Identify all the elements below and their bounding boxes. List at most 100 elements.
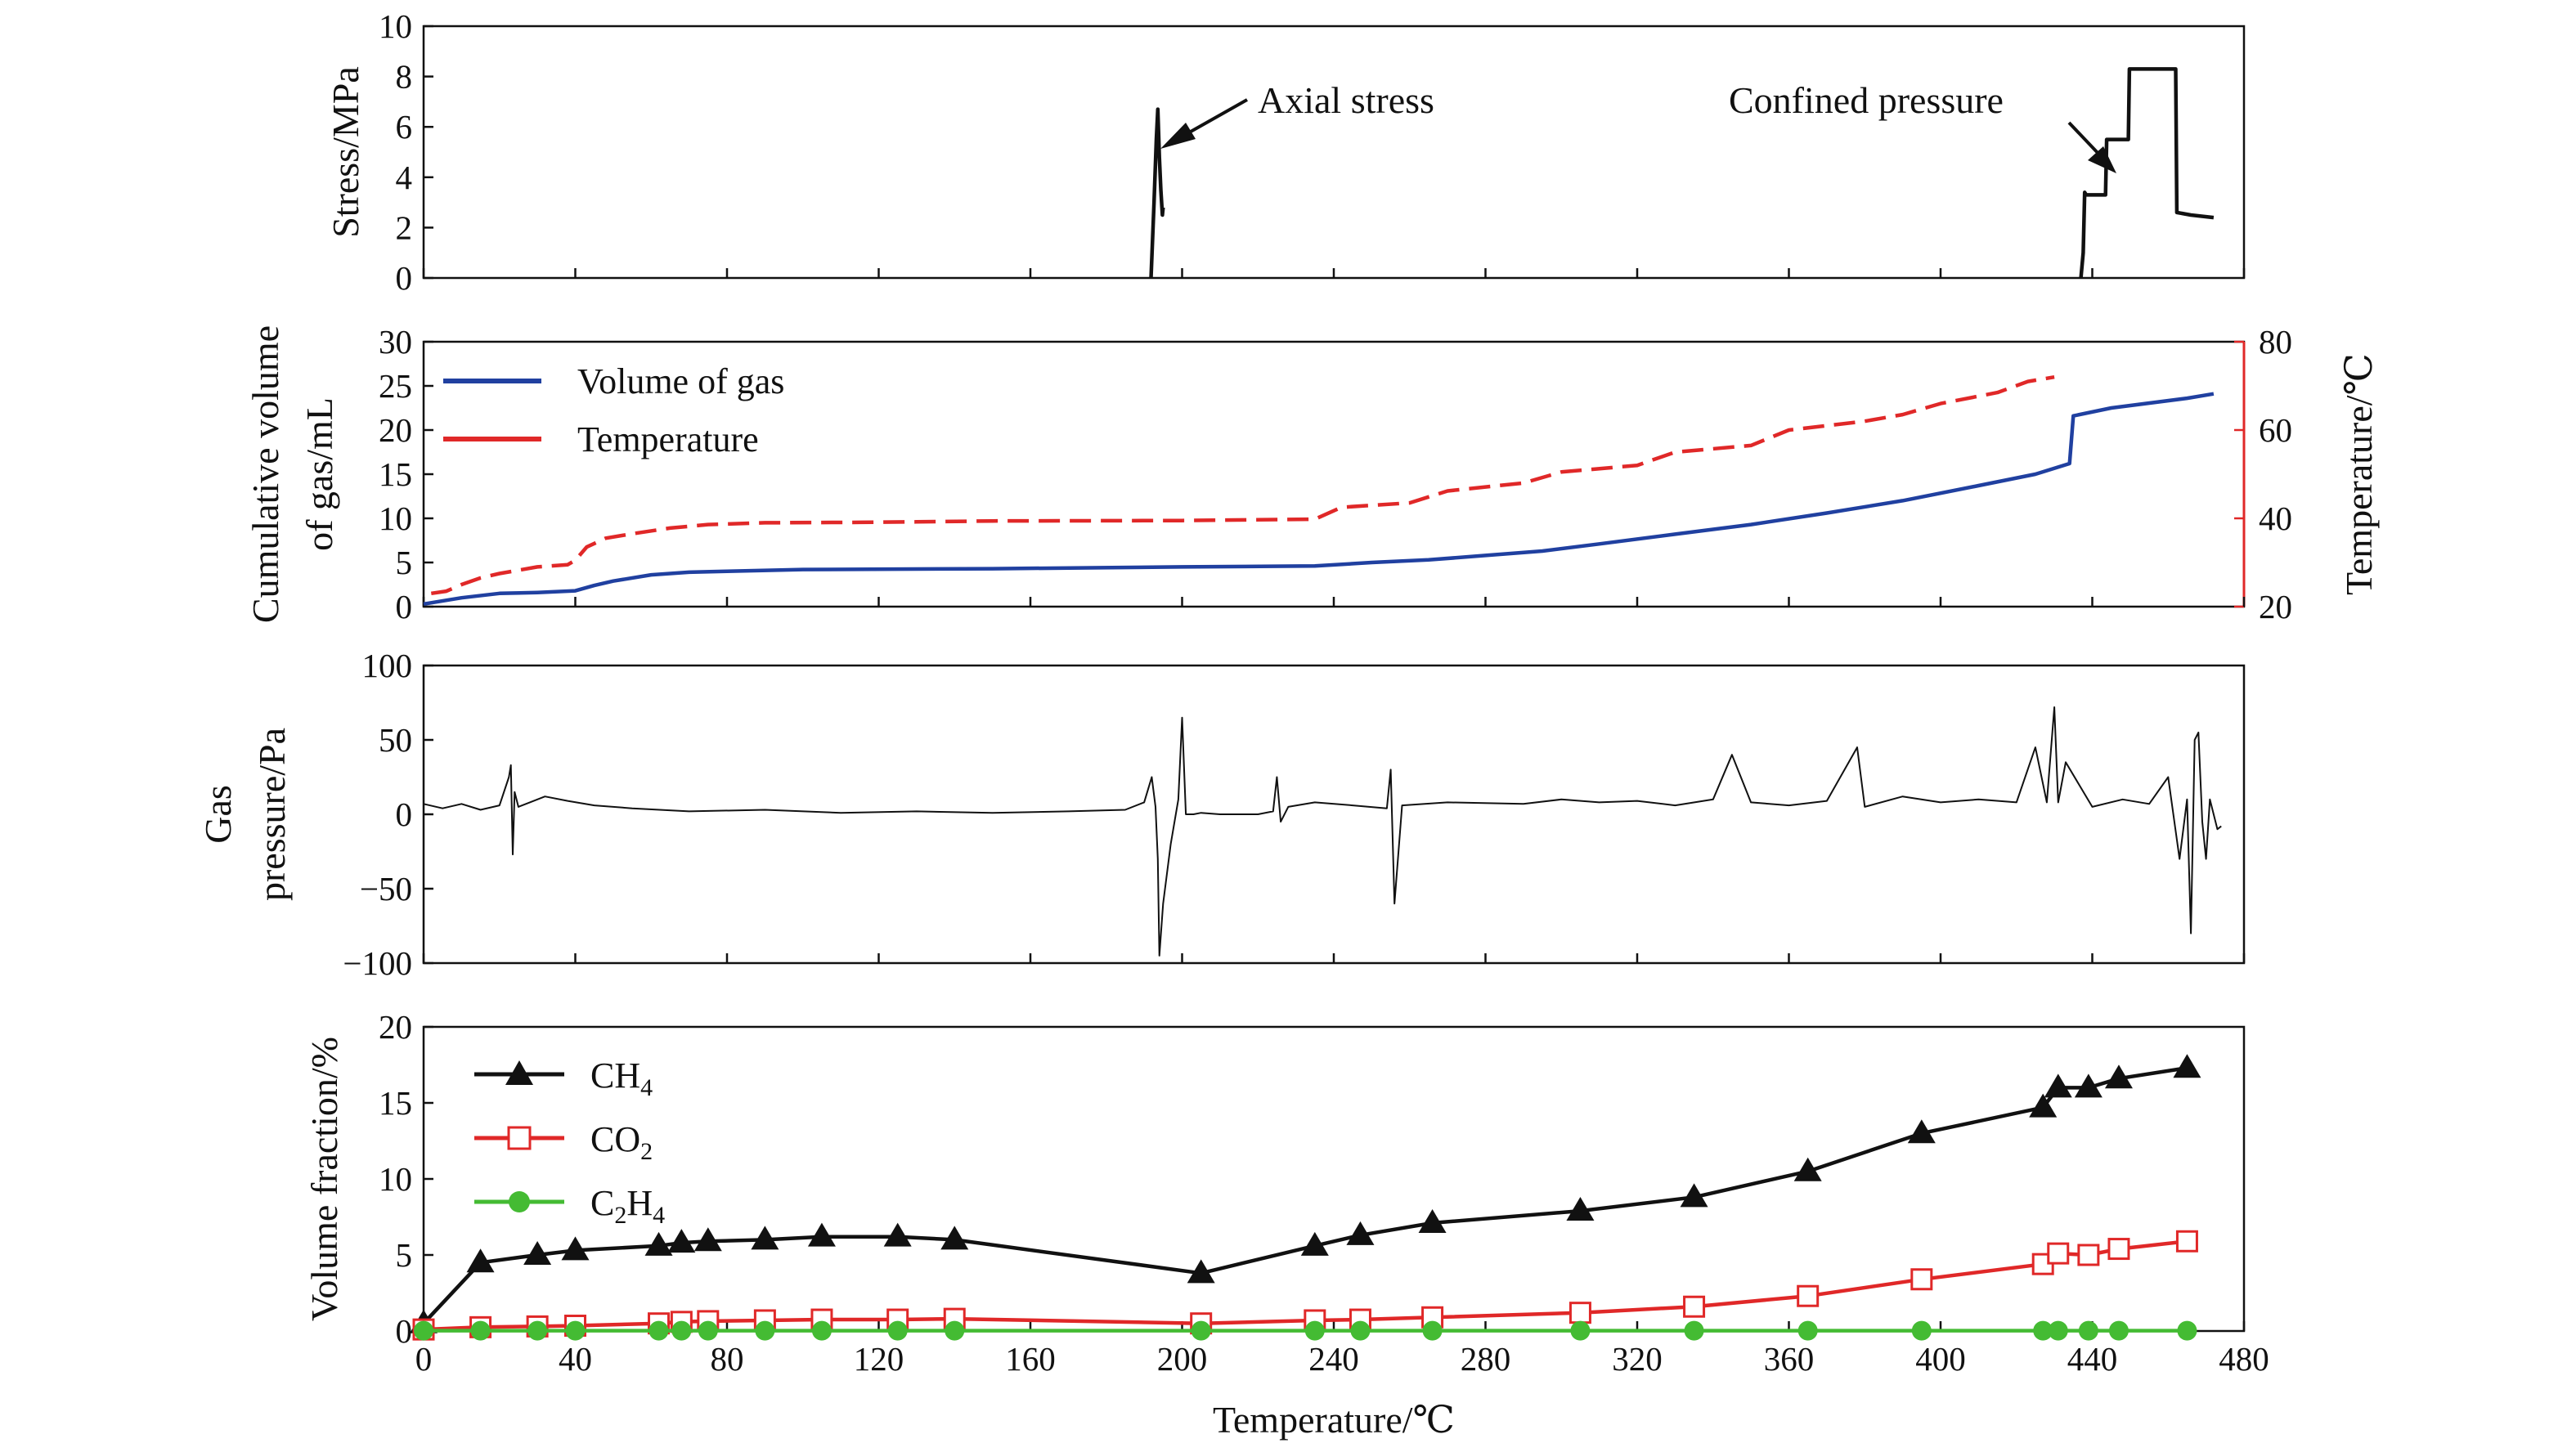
legend-ch4-name: CH [590, 1055, 640, 1096]
ch4-point [2173, 1054, 2201, 1078]
volume-fraction-series [410, 1054, 2246, 1341]
x-tick-label: 160 [1005, 1340, 1056, 1378]
co2-point [1910, 1268, 1933, 1291]
legend-volume-label: Volume of gas [577, 361, 784, 401]
x-tick-label: 240 [1308, 1340, 1359, 1378]
y-tick-label: 0 [396, 1312, 413, 1350]
y-tick-label: 0 [396, 588, 413, 625]
volume-y-label-line1: Cumulative volume [245, 325, 286, 623]
volume-fraction-legend: CH4 CO2 C2H4 [474, 1055, 665, 1229]
c2h4-point [1911, 1320, 1932, 1341]
co2-point [2175, 1230, 2198, 1253]
ch4-point [807, 1222, 836, 1247]
stress-y-label: Stress/MPa [325, 66, 366, 238]
y2-tick-label: 40 [2259, 500, 2292, 537]
c2h4-point [671, 1320, 692, 1341]
c2h4-point [698, 1320, 718, 1341]
legend-co2-name: CO [590, 1119, 640, 1159]
y-tick-label: 50 [379, 721, 412, 759]
x-tick-label: 320 [1612, 1340, 1663, 1378]
y-tick-label: 4 [396, 159, 413, 196]
y-tick-label: 10 [379, 500, 412, 537]
volume-fraction-plot-frame [422, 1025, 2246, 1333]
legend-ch4-marker [505, 1060, 533, 1085]
gas-pressure-line [423, 706, 2222, 957]
temperature-line [430, 374, 2055, 596]
volume-y-axis: 0 5 10 15 20 25 30 [379, 323, 433, 625]
co2-point [2047, 1242, 2070, 1265]
stress-plot-frame [422, 25, 2246, 280]
x-tick-label: 280 [1461, 1340, 1511, 1378]
volume-series [422, 374, 2246, 607]
stress-series [422, 67, 2246, 279]
y-tick-label: 25 [379, 367, 412, 405]
ch4-point [2074, 1073, 2103, 1098]
x-tick-label: 440 [2067, 1340, 2118, 1378]
c2h4-point [2048, 1320, 2068, 1341]
c2h4-point [470, 1320, 491, 1341]
ch4-point [1346, 1221, 1375, 1245]
y-tick-label: 20 [379, 411, 412, 449]
confined-line [2079, 67, 2215, 279]
c2h4-point [1570, 1320, 1591, 1341]
legend-temperature-label: Temperature [577, 419, 759, 459]
ch4-point [693, 1227, 722, 1252]
c2h4-point [811, 1320, 832, 1341]
confined-pressure-arrowhead [2088, 146, 2116, 173]
gas-pressure-y-label-line2: pressure/Pa [251, 728, 293, 901]
gas-pressure-y-label-line1: Gas [197, 785, 239, 844]
x-tick-label: 400 [1915, 1340, 1966, 1378]
gas-pressure-series [422, 706, 2246, 963]
y-tick-label: 100 [362, 647, 413, 684]
gas-pressure-panel: −100 −50 0 50 100 Gas pressure/Pa [197, 647, 2246, 982]
c2h4-point [1191, 1320, 1211, 1341]
ch4-point [1187, 1259, 1215, 1284]
legend-c2h4-name2: H [626, 1183, 653, 1223]
co2-point [2107, 1238, 2130, 1261]
c2h4-point [755, 1320, 775, 1341]
co2-point [2077, 1244, 2100, 1266]
y-tick-label: 10 [379, 1160, 412, 1198]
co2-point [1683, 1295, 1706, 1318]
legend-co2-label: CO2 [590, 1119, 653, 1165]
volume-fraction-y-label: Volume fraction/% [303, 1037, 345, 1321]
ch4-point [751, 1226, 779, 1250]
c2h4-point [527, 1320, 548, 1341]
temperature-y2-label: Temperature/℃ [2338, 353, 2380, 595]
legend-c2h4-name: C [590, 1183, 614, 1223]
x-tick-label: 480 [2219, 1340, 2269, 1378]
c2h4-point [2108, 1320, 2129, 1341]
axial-stress-arrowhead [1160, 123, 1196, 149]
y-tick-label: 15 [379, 1084, 412, 1122]
legend-ch4-label: CH4 [590, 1055, 653, 1101]
c2h4-point [648, 1320, 669, 1341]
c2h4-point [945, 1320, 965, 1341]
axial-stress-label: Axial stress [1258, 79, 1434, 121]
c2h4-point [2033, 1320, 2053, 1341]
ch4-point [1907, 1119, 1936, 1144]
legend-c2h4-marker [509, 1191, 530, 1212]
confined-pressure-annotation: Confined pressure [1729, 79, 2116, 173]
ch4-point [2029, 1093, 2058, 1118]
y-tick-label: 20 [379, 1008, 412, 1046]
ch4-point [883, 1222, 912, 1247]
ch4-point [2104, 1064, 2133, 1089]
volume-fraction-y-axis: 0 5 10 15 20 [379, 1008, 433, 1350]
ch4-point [1793, 1157, 1822, 1181]
gas-pressure-y-axis: −100 −50 0 50 100 [343, 647, 433, 982]
y2-tick-label: 20 [2259, 588, 2292, 625]
y-tick-label: 0 [396, 795, 413, 833]
legend-c2h4-label: C2H4 [590, 1183, 665, 1229]
ch4-point [466, 1248, 495, 1273]
gas-pressure-plot-frame [422, 664, 2246, 965]
y-tick-label: 0 [396, 259, 413, 297]
x-tick-label: 120 [854, 1340, 904, 1378]
axial-line [1149, 107, 1165, 279]
c2h4-point [1797, 1320, 1818, 1341]
c2h4-point [1422, 1320, 1443, 1341]
volume-of-gas-line [423, 392, 2215, 607]
ch4-point [667, 1229, 696, 1253]
c2h4-point [887, 1320, 908, 1341]
legend-co2-marker [507, 1126, 532, 1150]
